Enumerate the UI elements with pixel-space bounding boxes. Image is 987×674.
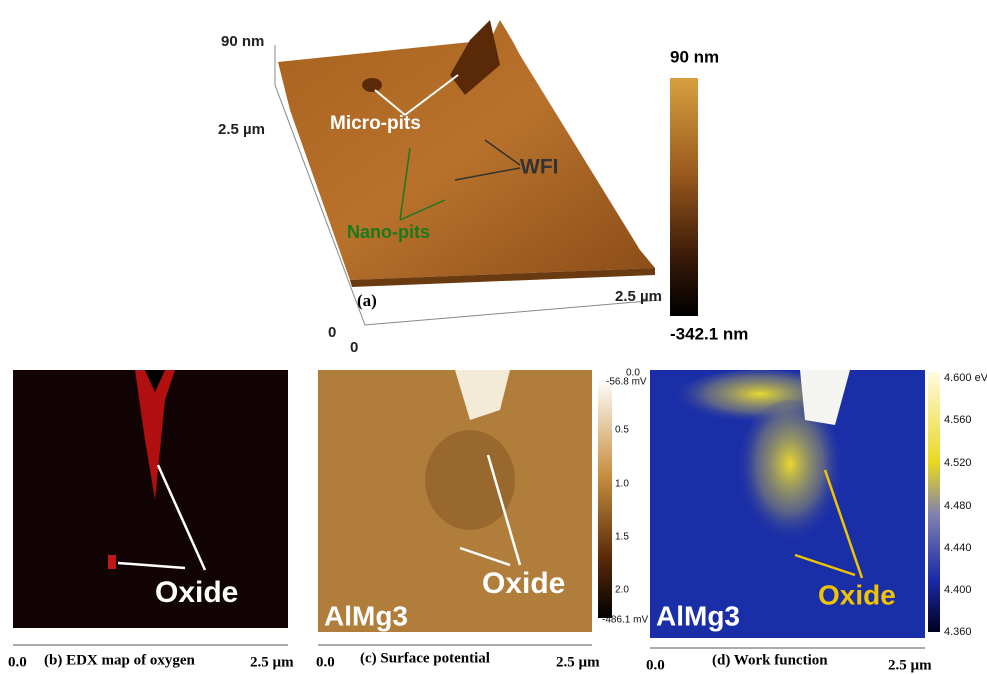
x-origin: 0 bbox=[350, 339, 358, 356]
colorbar-label: 1.0 bbox=[615, 479, 629, 490]
dark-region bbox=[425, 430, 515, 530]
colorbar-label: 4.440 bbox=[944, 542, 972, 554]
colorbar-max: 90 nm bbox=[670, 47, 719, 66]
axis-end: 2.5 µm bbox=[250, 654, 294, 670]
colorbar bbox=[928, 372, 940, 632]
panel-a: 90 nm 2.5 µm 0 0 2.5 µm (a) Micro-pits W… bbox=[218, 20, 748, 356]
y-axis-start: 0.0 bbox=[626, 368, 640, 379]
colorbar-label: 4.560 bbox=[944, 414, 972, 426]
caption: (d) Work function bbox=[712, 652, 828, 668]
y-origin: 0 bbox=[328, 324, 336, 341]
colorbar-label: -486.1 mV bbox=[602, 615, 648, 626]
colorbar-label: 0.5 bbox=[615, 425, 629, 436]
colorbar-label: 2.0 bbox=[615, 585, 629, 596]
colorbar-min: -342.1 nm bbox=[670, 324, 748, 343]
colorbar bbox=[598, 378, 612, 618]
panel-d: Oxide AlMg3 0.0 4.600 eV 4.560 4.520 4.4… bbox=[626, 368, 987, 674]
annotation: Oxide bbox=[482, 567, 565, 600]
axis-end: 2.5 µm bbox=[888, 657, 932, 673]
y-label: 2.5 µm bbox=[218, 121, 265, 138]
colorbar-label: 4.480 bbox=[944, 500, 972, 512]
colorbar-label: 4.520 bbox=[944, 457, 972, 469]
annotation: Oxide bbox=[155, 576, 238, 609]
caption: (b) EDX map of oxygen bbox=[44, 652, 195, 668]
panel-label: (a) bbox=[357, 291, 377, 310]
colorbar-label: 4.600 eV bbox=[944, 372, 987, 384]
oxygen-signal bbox=[108, 555, 116, 569]
caption: (c) Surface potential bbox=[360, 650, 490, 666]
colorbar-label: 1.5 bbox=[615, 532, 629, 543]
colorbar-label: 4.400 bbox=[944, 584, 972, 596]
material: AlMg3 bbox=[656, 600, 740, 631]
axis-start: 0.0 bbox=[646, 657, 665, 673]
material: AlMg3 bbox=[324, 600, 408, 631]
axis-end: 2.5 µm bbox=[556, 654, 600, 670]
colorbar-label: 4.360 bbox=[944, 626, 972, 638]
colorbar bbox=[670, 78, 698, 316]
pit bbox=[362, 78, 382, 92]
figure: 90 nm 2.5 µm 0 0 2.5 µm (a) Micro-pits W… bbox=[0, 0, 987, 674]
z-label: 90 nm bbox=[221, 33, 264, 50]
annotation: Oxide bbox=[818, 579, 896, 610]
annotation: Micro-pits bbox=[330, 113, 421, 134]
x-label: 2.5 µm bbox=[615, 288, 662, 305]
panel-b: Oxide 0.0 (b) EDX map of oxygen 2.5 µm bbox=[8, 370, 294, 670]
axis-start: 0.0 bbox=[316, 654, 335, 670]
axis-start: 0.0 bbox=[8, 654, 27, 670]
annotation: WFI bbox=[520, 156, 558, 179]
annotation: Nano-pits bbox=[347, 222, 430, 242]
panel-c: Oxide AlMg3 -56.8 mV 0.5 1.0 1.5 2.0 -48… bbox=[316, 370, 648, 670]
